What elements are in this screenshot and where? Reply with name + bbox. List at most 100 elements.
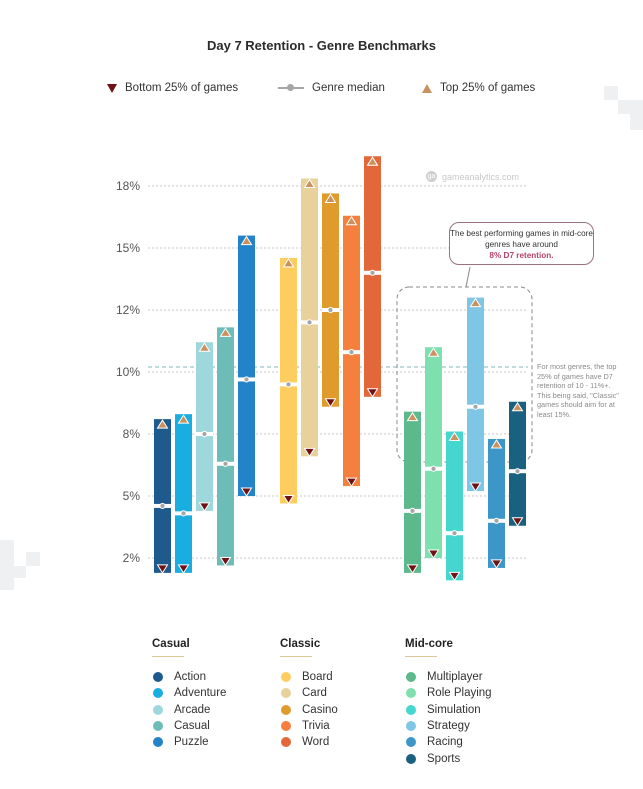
legend-item: Puzzle xyxy=(152,734,226,750)
legend-dot-icon xyxy=(281,672,291,683)
legend-dot-icon xyxy=(406,704,416,715)
bar-puzzle xyxy=(238,235,255,496)
legend-item-label: Sports xyxy=(427,752,461,765)
legend-dot-icon xyxy=(406,737,416,748)
decorative-pixel xyxy=(14,566,26,578)
legend-dot-icon xyxy=(281,704,291,715)
callout-text: The best performing games in mid-core ge… xyxy=(450,229,593,249)
median-marker xyxy=(369,269,376,276)
legend-item: Casino xyxy=(280,702,338,718)
legend-item-label: Action xyxy=(174,671,206,684)
median-marker xyxy=(285,381,292,388)
legend-item: Multiplayer xyxy=(405,669,492,685)
median-marker xyxy=(222,460,229,467)
bar-casual xyxy=(217,327,234,566)
legend-group-title: Casual xyxy=(152,638,190,650)
bottom-25-marker xyxy=(448,571,461,582)
watermark: ga gameanalytics.com xyxy=(426,171,519,182)
top-25-marker xyxy=(198,342,211,352)
median-marker xyxy=(306,319,313,326)
bottom-25-marker xyxy=(156,564,169,574)
bottom-25-marker xyxy=(490,559,503,569)
chart-title: Day 7 Retention - Genre Benchmarks xyxy=(206,38,437,53)
legend-dot-icon xyxy=(281,737,291,748)
bottom-25-marker xyxy=(198,502,211,512)
y-tick-label: 18% xyxy=(116,179,140,193)
legend-group-title: Classic xyxy=(280,638,321,650)
legend-group-title: Mid-core xyxy=(405,638,453,650)
legend-item-label: Trivia xyxy=(302,720,330,733)
legend-dot-icon xyxy=(281,688,291,699)
decorative-pixel xyxy=(0,540,14,590)
bar-card xyxy=(301,178,318,457)
median-marker xyxy=(243,376,250,383)
legend-dot-icon xyxy=(153,704,163,715)
top-25-marker xyxy=(303,178,316,189)
bottom-25-marker xyxy=(366,388,379,398)
top-25-marker xyxy=(345,215,358,226)
bottom-25-marker xyxy=(282,494,295,505)
legend-label: Genre median xyxy=(312,82,385,94)
bar-multiplayer xyxy=(404,411,421,573)
top-25-marker xyxy=(490,439,503,449)
divider xyxy=(405,656,437,657)
legend-item-label: Card xyxy=(302,687,327,700)
legend-dot-icon xyxy=(406,672,416,683)
y-tick-label: 15% xyxy=(116,241,140,255)
top-25-marker xyxy=(366,156,379,166)
median-marker xyxy=(430,465,437,472)
top-25-marker xyxy=(469,297,482,308)
legend-item: Arcade xyxy=(152,702,226,718)
legend-item: Adventure xyxy=(152,685,226,701)
legend-group-mid-core: Mid-core Multiplayer Role Playing Simulatio… xyxy=(405,638,492,767)
divider xyxy=(280,656,312,657)
median-marker xyxy=(493,517,500,524)
legend-bottom-25: Bottom 25% of games xyxy=(107,82,238,94)
legend-item: Racing xyxy=(405,734,492,750)
bar-word xyxy=(364,156,381,397)
y-tick-label: 2% xyxy=(123,551,141,565)
top-25-marker xyxy=(324,193,337,203)
decorative-pixel xyxy=(618,100,643,114)
top-25-marker xyxy=(282,257,295,268)
bottom-25-marker xyxy=(177,564,190,574)
side-note: For most genres, the top 25% of games ha… xyxy=(537,362,619,419)
legend-item: Trivia xyxy=(280,718,338,734)
legend-item-label: Racing xyxy=(427,736,463,749)
legend-dot-icon xyxy=(153,688,163,699)
legend-item-label: Casino xyxy=(302,703,338,716)
bottom-25-marker xyxy=(219,556,232,567)
legend-label: Bottom 25% of games xyxy=(125,82,239,94)
y-tick-label: 12% xyxy=(116,303,140,317)
bar-role-playing xyxy=(425,347,442,558)
median-marker xyxy=(180,510,187,517)
up-triangle-icon xyxy=(422,83,432,93)
median-marker xyxy=(348,349,355,356)
median-marker-icon xyxy=(278,84,304,92)
top-25-marker xyxy=(427,347,440,357)
legend-item-label: Word xyxy=(302,736,330,749)
legend-dot-icon xyxy=(406,688,416,699)
y-tick-label: 8% xyxy=(123,427,141,441)
top-25-marker xyxy=(156,419,169,429)
legend-item-label: Role Playing xyxy=(427,687,492,700)
median-marker xyxy=(472,403,479,410)
mid-core-highlight-box xyxy=(396,286,533,463)
bottom-25-marker xyxy=(324,398,337,408)
legend-item-label: Adventure xyxy=(174,687,227,700)
bar-racing xyxy=(488,438,505,568)
top-25-marker xyxy=(240,235,253,246)
top-25-marker xyxy=(448,431,461,442)
bottom-25-marker xyxy=(303,447,316,458)
legend-dot-icon xyxy=(406,721,416,732)
legend-item-label: Arcade xyxy=(174,703,211,716)
legend-item-label: Casual xyxy=(174,720,210,733)
legend-item: Action xyxy=(152,669,226,685)
y-tick-label: 5% xyxy=(123,489,141,503)
legend-item: Casual xyxy=(152,718,226,734)
top-25-marker xyxy=(511,401,524,412)
watermark-text: gameanalytics.com xyxy=(442,171,520,182)
legend-item-label: Simulation xyxy=(427,703,481,716)
legend-item: Strategy xyxy=(405,718,492,734)
